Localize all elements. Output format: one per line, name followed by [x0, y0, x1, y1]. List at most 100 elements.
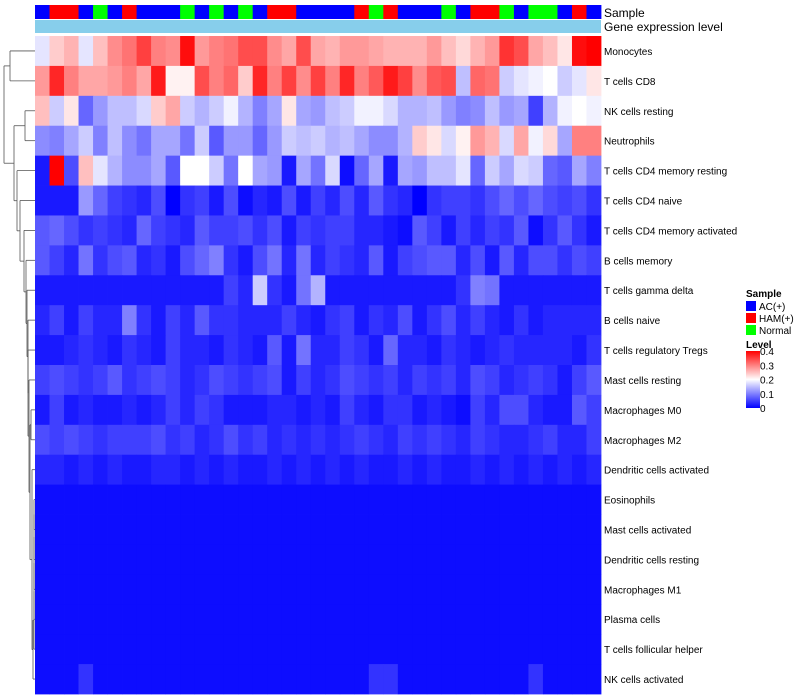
heatmap-cell: [397, 514, 413, 545]
heatmap-cell: [49, 275, 65, 306]
heatmap-cell: [64, 484, 79, 515]
sample-annotation-cell: [470, 5, 486, 19]
heatmap-cell: [122, 125, 137, 157]
heatmap-cell: [267, 245, 283, 276]
heatmap-cell: [586, 185, 602, 216]
heatmap-cell: [325, 245, 341, 276]
heatmap-cell: [513, 275, 529, 306]
heatmap-cell: [513, 305, 529, 336]
heatmap-cell: [194, 365, 210, 396]
heatmap-cell: [151, 95, 167, 127]
heatmap-cell: [252, 664, 268, 695]
heatmap-cell: [64, 664, 79, 695]
heatmap-cell: [499, 604, 515, 635]
heatmap-cell: [455, 484, 471, 515]
heatmap-cell: [107, 484, 123, 515]
heatmap-cell: [586, 365, 602, 396]
heatmap-cell: [78, 604, 94, 635]
heatmap-cell: [180, 514, 196, 545]
heatmap-cell: [586, 514, 602, 545]
sample-annotation-cell: [165, 5, 181, 19]
heatmap-cell: [49, 604, 65, 635]
heatmap-cell: [64, 36, 79, 67]
heatmap-cell: [35, 454, 50, 486]
heatmap-cell: [310, 574, 326, 605]
heatmap-cell: [93, 484, 108, 515]
heatmap-cell: [310, 65, 326, 97]
heatmap-cell: [93, 514, 108, 545]
heatmap-cell: [528, 215, 544, 246]
heatmap-cell: [325, 514, 341, 545]
heatmap-cell: [78, 65, 94, 97]
heatmap-cell: [238, 155, 254, 186]
heatmap-cell: [238, 125, 254, 157]
heatmap-cell: [339, 604, 355, 635]
heatmap-cell: [209, 65, 225, 97]
heatmap-cell: [281, 125, 297, 157]
heatmap-cell: [165, 484, 181, 515]
heatmap-cell: [368, 514, 384, 545]
heatmap-cell: [35, 185, 50, 216]
heatmap-cell: [194, 305, 210, 336]
heatmap-cell: [107, 65, 123, 97]
heatmap-cell: [383, 275, 399, 306]
heatmap-cell: [209, 604, 225, 635]
heatmap-cell: [238, 514, 254, 545]
heatmap-cell: [586, 125, 602, 157]
heatmap-cell: [209, 275, 225, 306]
heatmap-cell: [455, 245, 471, 276]
heatmap-cell: [194, 185, 210, 216]
heatmap-cell: [339, 454, 355, 486]
heatmap-cell: [383, 484, 399, 515]
heatmap-cell: [238, 394, 254, 426]
heatmap-cell: [441, 95, 457, 127]
heatmap-cell: [194, 65, 210, 97]
heatmap-cell: [368, 574, 384, 605]
heatmap-cell: [339, 185, 355, 216]
heatmap-cell: [513, 185, 529, 216]
heatmap-cell: [194, 125, 210, 157]
heatmap-cell: [412, 365, 428, 396]
heatmap-cell: [209, 574, 225, 605]
heatmap-cell: [441, 125, 457, 157]
heatmap-cell: [310, 36, 326, 67]
heatmap-cell: [325, 185, 341, 216]
heatmap-cell: [194, 215, 210, 246]
heatmap-cell: [455, 544, 471, 575]
legend-label-ac: AC(+): [759, 302, 785, 313]
heatmap-cell: [571, 245, 587, 276]
heatmap-cell: [571, 185, 587, 216]
heatmap-cell: [122, 634, 137, 665]
heatmap-cell: [35, 574, 50, 605]
heatmap-cell: [238, 215, 254, 246]
heatmap-cell: [397, 275, 413, 306]
heatmap-cell: [426, 335, 442, 366]
heatmap-cell: [470, 95, 486, 127]
heatmap-cell: [64, 275, 79, 306]
heatmap-cell: [252, 454, 268, 486]
heatmap-cell: [281, 574, 297, 605]
heatmap-cell: [571, 484, 587, 515]
heatmap-cell: [513, 514, 529, 545]
heatmap-cell: [441, 155, 457, 186]
heatmap-cell: [528, 36, 544, 67]
heatmap-cell: [238, 36, 254, 67]
sample-annotation-cell: [281, 5, 297, 19]
heatmap-cell: [484, 305, 500, 336]
heatmap-cell: [93, 95, 108, 127]
heatmap-cell: [93, 604, 108, 635]
heatmap-cell: [64, 245, 79, 276]
heatmap-cell: [325, 454, 341, 486]
heatmap-cell: [165, 95, 181, 127]
heatmap-cell: [426, 125, 442, 157]
heatmap-cell: [412, 664, 428, 695]
heatmap-cell: [354, 424, 370, 456]
heatmap-cell: [180, 245, 196, 276]
heatmap-cell: [122, 335, 137, 366]
legend-label-ham: HAM(+): [759, 314, 794, 325]
heatmap-cell: [470, 604, 486, 635]
heatmap-cell: [194, 424, 210, 456]
heatmap-cell: [64, 365, 79, 396]
heatmap-cell: [122, 305, 137, 336]
heatmap-cell: [586, 604, 602, 635]
